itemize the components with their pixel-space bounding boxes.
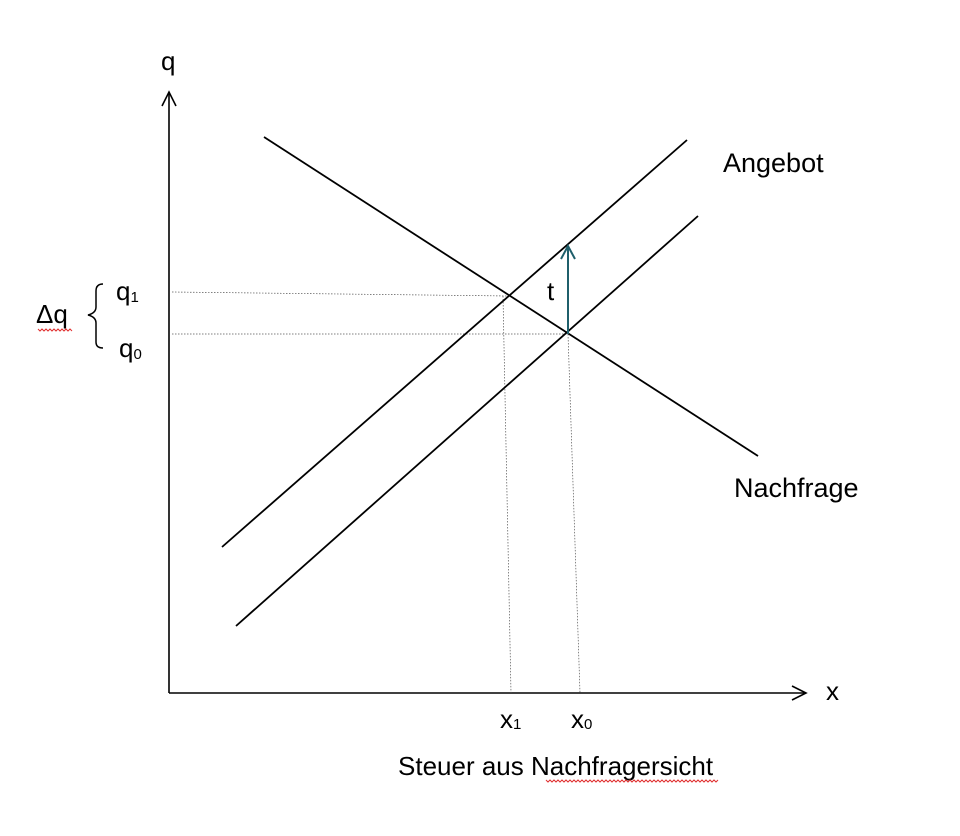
caption-prefix: Steuer aus (398, 751, 531, 781)
tax-arrow-head (560, 243, 576, 260)
x-axis-label: x (826, 676, 839, 706)
delta-q-brace (87, 283, 104, 349)
delta-q-underline (37, 328, 73, 332)
y-axis-label: q (161, 46, 175, 76)
x1-sub: 1 (513, 716, 521, 733)
q0-sub: 0 (133, 346, 141, 363)
q1-base: q (116, 276, 130, 306)
q0-label: q0 (119, 333, 142, 363)
quantity-marks: x1 x0 (500, 704, 592, 734)
x1-guide-line (502, 295, 512, 694)
x-axis-arrowhead (791, 685, 808, 701)
q1-sub: 1 (130, 289, 138, 306)
price-marks: Δq q1 q0 (36, 276, 142, 363)
demand-label: Nachfrage (734, 473, 859, 503)
caption-underlined-word: Nachfragersicht (531, 751, 714, 781)
axes: q x (161, 46, 839, 706)
x1-base: x (500, 704, 513, 734)
q0-base: q (119, 333, 133, 363)
demand-curve (263, 136, 759, 457)
curves (221, 136, 759, 627)
supply-curve-original (235, 215, 699, 627)
y-axis-arrowhead (161, 90, 177, 107)
x1-label: x1 (500, 704, 521, 734)
tax-arrow (560, 243, 576, 334)
caption: Steuer aus Nachfragersicht (398, 751, 714, 781)
x0-label: x0 (571, 704, 592, 734)
supply-label: Angebot (723, 148, 824, 178)
q1-label: q1 (116, 276, 139, 306)
caption-spell-underline (545, 779, 719, 783)
tax-label: t (547, 276, 555, 306)
x0-guide-line (567, 333, 581, 694)
x0-sub: 0 (584, 716, 592, 733)
delta-q-label: Δq (36, 299, 68, 329)
supply-curve-shifted (221, 139, 688, 548)
q1-guide-line (171, 291, 510, 297)
x0-base: x (571, 704, 584, 734)
helper-lines (171, 291, 581, 694)
